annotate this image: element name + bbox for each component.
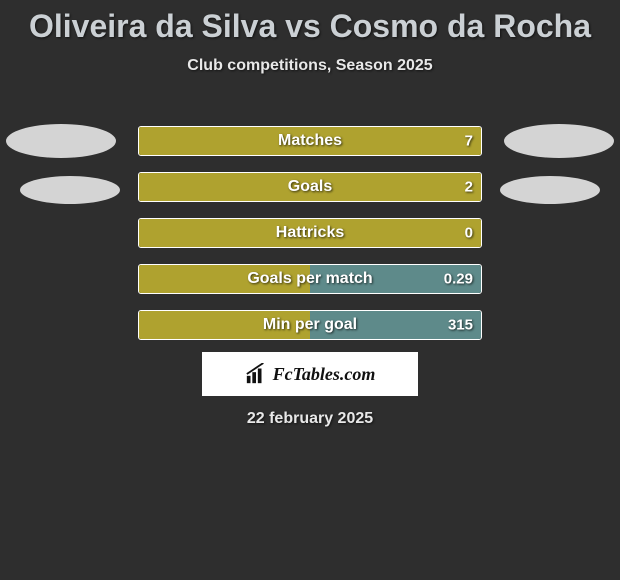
stat-value: 315 <box>448 317 473 334</box>
stat-bar: Goals per match 0.29 <box>138 264 482 294</box>
player-left-marker <box>20 176 120 204</box>
stats-comparison-card: Oliveira da Silva vs Cosmo da Rocha Club… <box>0 0 620 580</box>
stat-row: Hattricks 0 <box>0 210 620 256</box>
comparison-chart: Matches 7 Goals 2 Hattricks 0 Goals per match 0… <box>0 118 620 348</box>
stat-label: Goals per match <box>247 270 372 288</box>
stat-label: Min per goal <box>263 316 357 334</box>
stat-label: Matches <box>278 132 342 150</box>
brand-label: FcTables.com <box>273 364 376 385</box>
player-left-marker <box>6 124 116 158</box>
stat-row: Goals 2 <box>0 164 620 210</box>
stat-value: 2 <box>465 179 473 196</box>
stat-bar: Matches 7 <box>138 126 482 156</box>
stat-row: Min per goal 315 <box>0 302 620 348</box>
stat-value: 7 <box>465 133 473 150</box>
bars-icon <box>245 363 267 385</box>
brand-badge[interactable]: FcTables.com <box>202 352 418 396</box>
player-right-marker <box>504 124 614 158</box>
page-title: Oliveira da Silva vs Cosmo da Rocha <box>0 0 620 45</box>
stat-row: Goals per match 0.29 <box>0 256 620 302</box>
stat-label: Goals <box>288 178 332 196</box>
subtitle: Club competitions, Season 2025 <box>0 57 620 75</box>
stat-bar: Min per goal 315 <box>138 310 482 340</box>
stat-label: Hattricks <box>276 224 344 242</box>
date-caption: 22 february 2025 <box>0 410 620 428</box>
stat-bar: Hattricks 0 <box>138 218 482 248</box>
stat-value: 0.29 <box>444 271 473 288</box>
stat-value: 0 <box>465 225 473 242</box>
stat-bar: Goals 2 <box>138 172 482 202</box>
stat-row: Matches 7 <box>0 118 620 164</box>
player-right-marker <box>500 176 600 204</box>
